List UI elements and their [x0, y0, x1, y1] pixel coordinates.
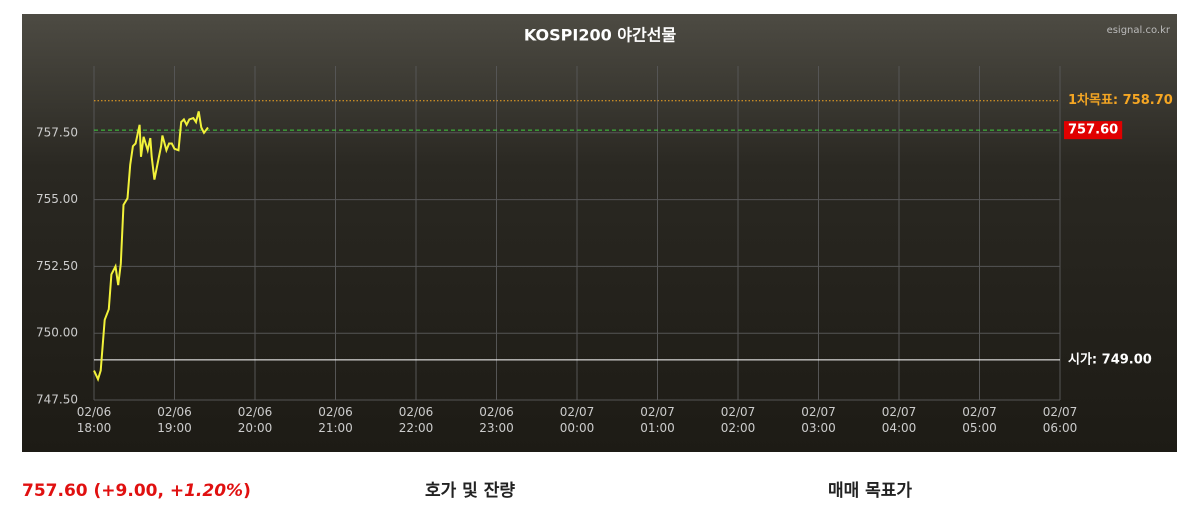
section-heading: 호가 및 잔량	[425, 481, 515, 501]
label-box	[1064, 121, 1123, 140]
y-tick-label: 755.00	[36, 192, 78, 206]
x-tick-label: 02/06 21:00	[318, 405, 353, 435]
x-tick-label: 02/07 03:00	[801, 405, 836, 435]
reference-label: 757.60	[1064, 121, 1123, 140]
y-tick-label: 747.50	[36, 393, 78, 407]
x-tick-label: 02/06 22:00	[399, 405, 434, 435]
series-line	[93, 111, 209, 382]
x-tick-label: 02/06 23:00	[479, 405, 514, 435]
y-tick-label: 757.50	[36, 125, 78, 139]
y-tick-label: 750.00	[36, 326, 78, 340]
reference-label-text: 1차목표: 758.70	[1068, 92, 1173, 108]
quote-price: 757.60 (+9.00,	[22, 481, 170, 501]
quote-percent: +1.20%	[170, 481, 243, 501]
x-tick-label: 02/06 19:00	[157, 405, 192, 435]
x-tick-label: 02/06 18:00	[77, 405, 112, 435]
x-tick-label: 02/07 04:00	[882, 405, 917, 435]
reference-label: 시가: 749.00	[1068, 352, 1152, 367]
x-tick-label: 02/07 05:00	[962, 405, 997, 435]
x-tick-label: 02/07 00:00	[560, 405, 595, 435]
x-tick-label: 02/07 02:00	[721, 405, 756, 435]
x-tick-label: 02/07 01:00	[640, 405, 675, 435]
x-tick-label: 02/06 20:00	[238, 405, 273, 435]
chart-title: KOSPI200 야간선물	[524, 26, 677, 45]
reference-label-text: 시가: 749.00	[1068, 352, 1152, 367]
x-tick-label: 02/07 06:00	[1043, 405, 1078, 435]
section-heading: 매매 목표가	[828, 481, 912, 501]
quote-close: )	[243, 481, 251, 501]
reference-label-text: 757.60	[1068, 123, 1118, 138]
chart-panel	[22, 14, 1177, 452]
quote: 757.60 (+9.00, +1.20%)	[22, 481, 251, 501]
reference-label: 1차목표: 758.70	[1068, 92, 1173, 108]
y-tick-label: 752.50	[36, 259, 78, 273]
source: esignal.co.kr	[1107, 25, 1171, 36]
